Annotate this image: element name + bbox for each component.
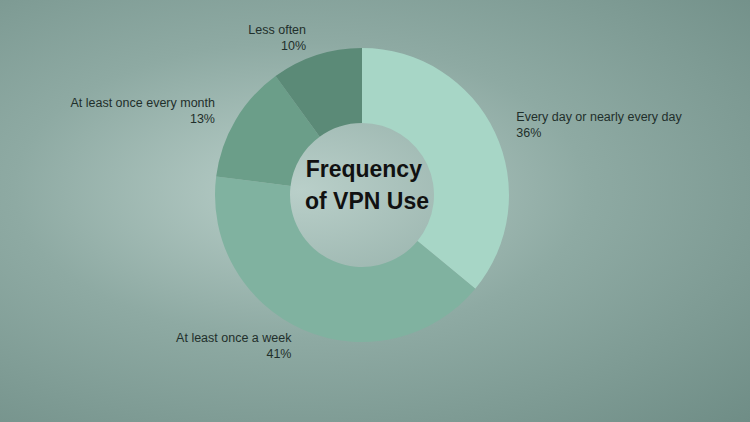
svg-text:At least once every month: At least once every month [70, 96, 215, 110]
svg-text:13%: 13% [190, 112, 215, 126]
svg-text:Less often: Less often [248, 23, 306, 37]
svg-text:36%: 36% [516, 126, 541, 140]
svg-text:41%: 41% [266, 347, 291, 361]
svg-text:At least once a week: At least once a week [176, 331, 292, 345]
svg-text:Frequency: Frequency [306, 156, 429, 182]
svg-text:10%: 10% [281, 39, 306, 53]
svg-text:Every day or nearly every day: Every day or nearly every day [516, 110, 682, 124]
svg-text:of VPN Use: of VPN Use [305, 188, 429, 214]
